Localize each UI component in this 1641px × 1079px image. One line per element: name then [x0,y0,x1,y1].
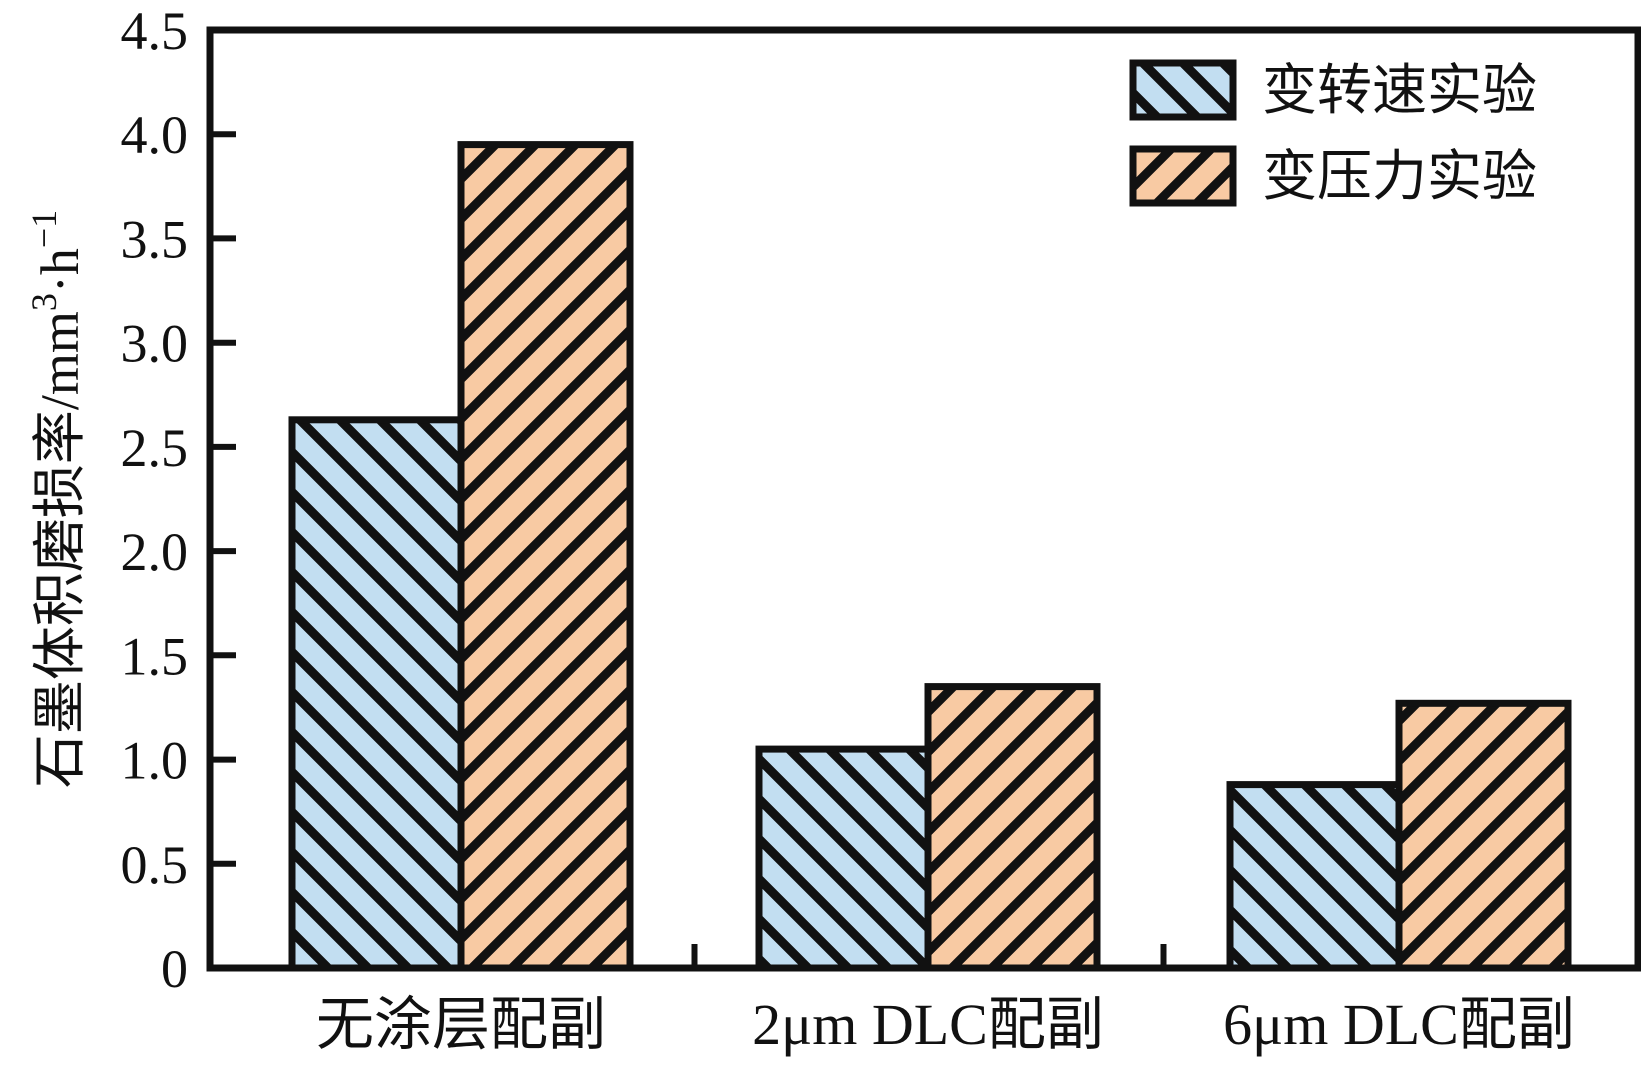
y-axis-tick-label: 3.5 [121,209,189,269]
y-axis-title-part: −1 [24,210,64,248]
y-axis-tick-label: 0 [161,939,188,999]
x-category-label-0: 无涂层配副 [316,992,606,1057]
y-axis-tick-label: 2.0 [121,522,189,582]
bar-variable-speed-0 [288,416,465,972]
bar-variable-speed-1 [755,745,932,972]
y-axis-title-part: 石墨体积磨损率/mm [30,311,90,788]
y-axis-title-part: 3 [24,293,64,311]
y-axis-tick-label: 4.0 [121,105,189,165]
plot-border [206,26,1641,972]
bar-variable-pressure-0 [457,141,634,972]
y-axis-tick-label: 3.0 [121,314,189,374]
legend-label-variable-pressure: 变压力实验 [1262,146,1537,207]
y-axis-tick-label: 4.5 [121,1,189,61]
bar-variable-speed-2 [1226,781,1403,972]
x-category-label-1: 2μm DLC配副 [752,992,1104,1057]
bar-variable-pressure-2 [1395,699,1572,972]
legend-swatch-variable-pressure [1129,145,1237,207]
y-axis-title-part: ·h [30,248,90,293]
x-category-label-2: 6μm DLC配副 [1223,992,1575,1057]
legend-label-variable-speed: 变转速实验 [1262,60,1537,121]
y-axis-title: 石墨体积磨损率/mm3·h−1 [24,210,90,788]
y-axis-tick-label: 1.0 [121,731,189,791]
bar-variable-pressure-1 [924,683,1101,972]
y-axis-tick-label: 2.5 [121,418,189,478]
y-axis-tick-label: 0.5 [121,835,189,895]
y-axis-tick-label: 1.5 [121,626,189,686]
legend-swatch-variable-speed [1129,59,1237,121]
